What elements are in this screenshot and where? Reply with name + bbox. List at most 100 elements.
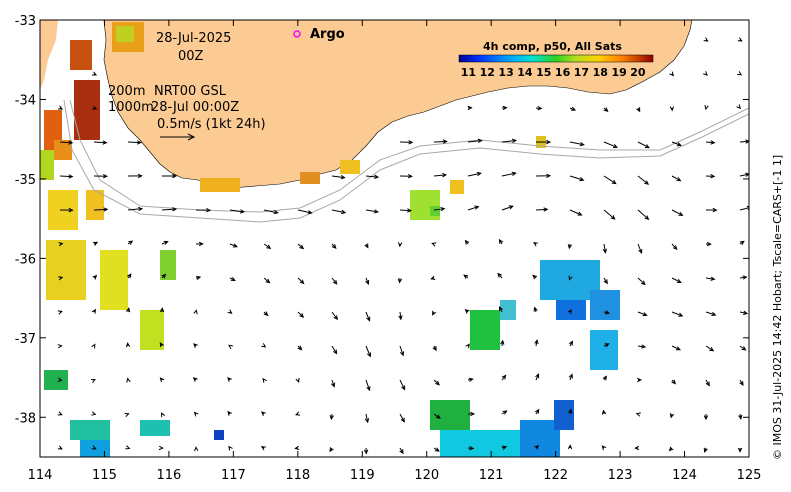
current-vector-head (92, 274, 98, 280)
x-tick-label: 123 (608, 468, 633, 483)
current-vector-head (159, 307, 165, 313)
current-vector-head (92, 71, 98, 76)
y-tick-label: -37 (15, 332, 36, 347)
current-vector-head (57, 344, 63, 349)
current-vector-head (644, 144, 650, 149)
x-tick-label: 120 (414, 468, 439, 483)
current-vector-head (137, 173, 143, 179)
current-vector (263, 277, 270, 284)
current-vector-head (711, 311, 717, 317)
current-vector-head (159, 377, 165, 383)
current-vector (59, 141, 73, 144)
current-vector (399, 413, 405, 422)
current-vector-head (366, 386, 371, 392)
current-vector-head (464, 239, 470, 245)
current-vector-head (406, 208, 413, 213)
current-vector (705, 277, 715, 280)
current-vector-head (435, 414, 441, 419)
current-vector-head (704, 104, 709, 111)
current-vector-head (125, 445, 131, 450)
current-vector-head (397, 278, 403, 284)
current-vector-head (198, 241, 204, 247)
current-vector-head (741, 346, 747, 351)
current-vector-head (502, 410, 508, 415)
current-vector-head (535, 373, 540, 379)
current-vector-head (502, 445, 508, 450)
current-vector (501, 172, 516, 177)
current-vector (365, 175, 379, 178)
time-label: 00Z (178, 49, 204, 64)
x-tick-label: 119 (350, 468, 375, 483)
current-vector-head (703, 415, 709, 421)
current-vector-head (474, 205, 480, 210)
depth-label-1000: 1000m (108, 100, 154, 115)
current-vector (365, 379, 370, 391)
current-vector-head (193, 343, 198, 348)
current-vector (739, 140, 749, 143)
current-vector-head (678, 312, 684, 317)
current-vector-head (261, 343, 267, 348)
current-vector (331, 175, 345, 179)
current-vector-head (532, 274, 538, 280)
current-vector-head (374, 174, 380, 180)
current-vector-head (432, 346, 437, 352)
current-vector-head (579, 141, 585, 147)
current-vector-head (467, 105, 473, 111)
y-tick-label: -34 (15, 93, 36, 108)
current-vector-head (668, 446, 674, 452)
x-tick-label: 125 (737, 468, 762, 483)
current-vector-head (463, 274, 469, 279)
current-vector (297, 277, 305, 284)
current-vector-head (669, 71, 675, 77)
current-vector-head (163, 240, 169, 245)
current-vector-head (273, 210, 279, 215)
current-vector (637, 243, 643, 254)
current-vector-head (440, 206, 446, 212)
current-vector-head (399, 449, 404, 455)
current-vector-head (577, 211, 583, 216)
current-vector (297, 243, 304, 249)
current-vector-head (206, 208, 212, 213)
current-vector-head (497, 272, 502, 278)
current-vector-head (469, 446, 475, 451)
current-vector (331, 345, 338, 354)
colorbar (458, 54, 654, 63)
current-vector-head (644, 215, 650, 221)
contour-1000m (63, 99, 749, 223)
current-vector-head (602, 375, 607, 381)
current-vector (399, 209, 411, 212)
current-vector-head (712, 207, 718, 213)
current-vector (671, 311, 683, 317)
current-vector (603, 243, 606, 253)
current-vector-head (299, 313, 305, 318)
current-vector-head (511, 171, 517, 176)
current-vector-head (400, 417, 405, 423)
current-vector (331, 209, 346, 214)
current-vector-head (710, 140, 716, 145)
current-vector (127, 141, 141, 144)
current-vector-head (611, 179, 617, 185)
current-vector-head (161, 412, 166, 418)
current-vector-head (533, 242, 539, 247)
current-vector-head (508, 205, 514, 210)
x-tick-label: 118 (285, 468, 310, 483)
current-vector-head (136, 140, 142, 145)
current-vector-head (669, 106, 675, 112)
current-vector-head (511, 138, 518, 144)
current-vector-head (295, 377, 300, 383)
current-vector (739, 173, 749, 177)
current-vector-head (90, 378, 96, 384)
current-vector-head (710, 276, 716, 281)
current-vector-head (68, 207, 74, 213)
current-vector-head (57, 377, 63, 382)
current-vector-head (537, 105, 543, 111)
current-vector-head (477, 138, 483, 144)
current-vector-head (124, 412, 130, 418)
current-vector-head (363, 449, 369, 455)
current-vector-head (470, 411, 476, 417)
current-vectors (57, 37, 749, 455)
current-vector (671, 345, 681, 351)
current-vector (467, 206, 479, 211)
current-vector-head (640, 280, 646, 286)
current-vector-head (138, 206, 144, 212)
